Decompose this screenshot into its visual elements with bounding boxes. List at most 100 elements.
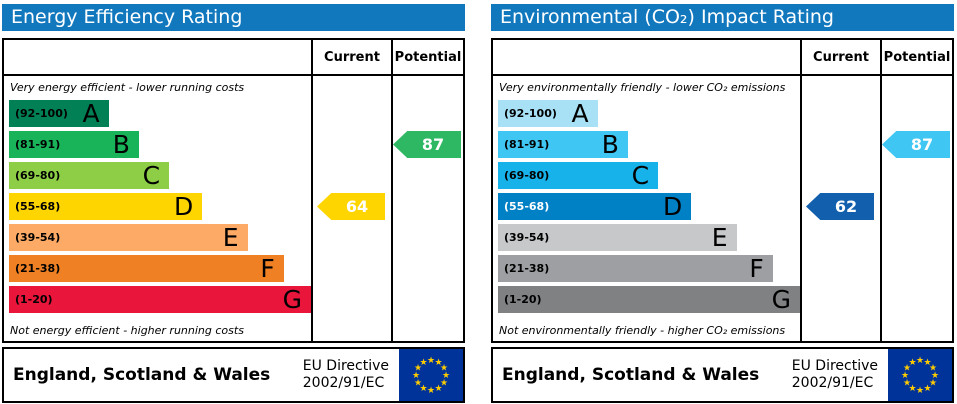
chart-header: Current Potential [493,40,952,76]
band-bar: (21-38) F [9,255,284,282]
chart-body: Very environmentally friendly - lower CO… [493,76,952,341]
chart-header-spacer [493,40,800,74]
eu-star-icon: ★ [923,384,931,394]
band-row: (92-100) A [4,98,311,129]
eu-star-icon: ★ [434,384,442,394]
eu-star-icon: ★ [903,364,911,374]
chart-header: Current Potential [4,40,463,76]
band-range: (21-38) [504,262,550,275]
band-range: (39-54) [15,231,61,244]
column-header-potential: Potential [880,40,952,74]
band-letter: C [631,161,650,190]
band-row: (1-20) G [4,284,311,315]
band-letter: B [112,130,130,159]
band-bar: (1-20) G [498,286,800,313]
eu-directive-line1: EU Directive [791,357,878,374]
eu-flag: ★ ★★★★★★★★★★★ [399,349,463,401]
band-bar: (69-80) C [498,161,659,190]
band-bar: (39-54) E [498,224,737,251]
band-bar: (92-100) A [498,100,598,127]
band-bar: (39-54) E [9,224,248,251]
rating-panel: Environmental (CO₂) Impact Rating Curren… [491,4,954,403]
band-letter: D [174,192,194,221]
panel-title-bar: Environmental (CO₂) Impact Rating [491,4,954,31]
bottom-note: Not energy efficient - higher running co… [10,324,244,337]
band-range: (55-68) [504,200,550,213]
footer: England, Scotland & Wales EU Directive 2… [2,347,465,403]
chart-body: Very energy efficient - lower running co… [4,76,463,341]
band-letter: D [663,192,683,221]
footer-region: England, Scotland & Wales [13,365,271,385]
current-column-separator [800,76,880,341]
bottom-note: Not environmentally friendly - higher CO… [499,324,786,337]
eu-star-icon: ★ [440,379,448,389]
eu-star-icon: ★ [427,386,435,396]
eu-star-icon: ★ [908,358,916,368]
band-range: (1-20) [15,293,53,306]
current-rating-arrow: 62 [806,193,874,220]
eu-star-icon: ★ [414,364,422,374]
band-row: (69-80) C [4,160,311,191]
eu-directive: EU Directive 2002/91/EC [303,358,389,393]
chart-box: Current Potential Very environmentally f… [491,38,954,343]
eu-star-icon: ★ [929,379,937,389]
chart-header-spacer [4,40,311,74]
potential-column-separator [880,76,952,341]
band-row: (1-20) G [493,284,800,315]
eu-star-icon: ★ [916,356,924,366]
column-header-current: Current [800,40,880,74]
band-letter: A [82,99,100,128]
band-letter: C [142,161,161,190]
band-range: (21-38) [15,262,61,275]
band-letter: G [282,285,302,314]
column-header-current: Current [311,40,391,74]
eu-directive-line2: 2002/91/EC [302,375,385,391]
band-range: (69-80) [15,169,61,182]
eu-star-icon: ★ [442,371,450,381]
band-row: (39-54) E [4,222,311,253]
band-letter: F [260,254,275,283]
band-range: (92-100) [15,107,68,120]
band-letter: E [222,223,239,252]
band-bar: (21-38) F [498,255,773,282]
band-letter: E [711,223,728,252]
band-letter: B [601,130,619,159]
band-row: (21-38) F [4,253,311,284]
band-range: (55-68) [15,200,61,213]
band-range: (69-80) [504,169,550,182]
eu-flag: ★ ★★★★★★★★★★★ [888,349,952,401]
top-note: Very energy efficient - lower running co… [10,81,245,94]
chart-box: Current Potential Very energy efficient … [2,38,465,343]
top-note: Very environmentally friendly - lower CO… [499,81,786,94]
band-bar: (81-91) B [498,131,628,158]
eu-star-icon: ★ [903,379,911,389]
band-letter: G [771,285,791,314]
eu-star-icon: ★ [931,371,939,381]
band-row: (69-80) C [493,160,800,191]
eu-star-icon: ★ [923,358,931,368]
footer: England, Scotland & Wales EU Directive 2… [491,347,954,403]
band-range: (81-91) [504,138,550,151]
eu-star-icon: ★ [414,379,422,389]
potential-column-separator [391,76,463,341]
band-bar: (1-20) G [9,286,311,313]
eu-directive-line1: EU Directive [302,357,389,374]
panel-title: Environmental (CO₂) Impact Rating [500,6,834,28]
band-row: (92-100) A [493,98,800,129]
eu-star-icon: ★ [427,356,435,366]
eu-directive: EU Directive 2002/91/EC [792,358,878,393]
band-row: (81-91) B [4,129,311,160]
band-letter: A [571,99,589,128]
band-bar: (55-68) D [498,192,692,221]
eu-star-icon: ★ [419,358,427,368]
band-range: (1-20) [504,293,542,306]
panel-title: Energy Efficiency Rating [11,6,243,28]
band-row: (55-68) D [4,191,311,222]
band-row: (55-68) D [493,191,800,222]
band-range: (39-54) [504,231,550,244]
potential-rating-arrow: 87 [882,131,950,158]
band-range: (81-91) [15,138,61,151]
eu-star-icon: ★ [908,384,916,394]
band-row: (39-54) E [493,222,800,253]
